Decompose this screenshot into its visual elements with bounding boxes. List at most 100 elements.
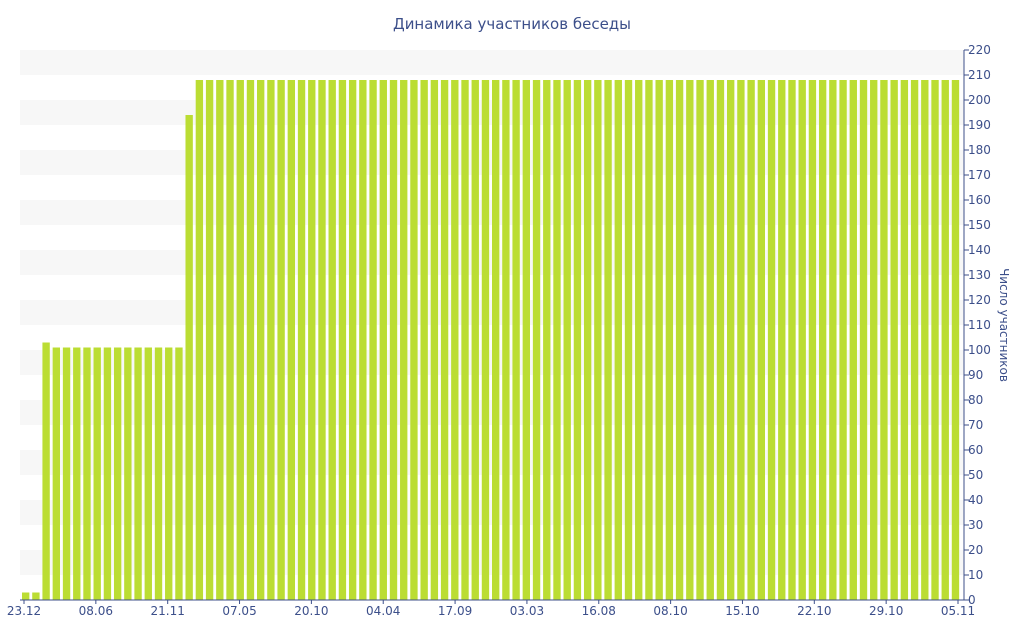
x-tick-label: 20.10 bbox=[294, 604, 328, 618]
bar bbox=[624, 80, 633, 600]
x-tick-label: 22.10 bbox=[797, 604, 831, 618]
bar bbox=[62, 347, 71, 600]
x-tick-label: 15.10 bbox=[725, 604, 759, 618]
y-tick-label: 10 bbox=[968, 568, 983, 582]
bar bbox=[410, 80, 418, 600]
bar bbox=[594, 80, 602, 600]
bar bbox=[492, 80, 500, 600]
bar bbox=[348, 80, 357, 600]
y-tick-label: 220 bbox=[968, 43, 991, 57]
bar bbox=[308, 80, 316, 600]
bar bbox=[767, 80, 776, 600]
bar bbox=[338, 80, 347, 600]
bar bbox=[614, 80, 622, 600]
bar bbox=[287, 80, 296, 600]
bar bbox=[747, 80, 755, 600]
bar bbox=[22, 592, 30, 600]
x-tick-label: 23.12 bbox=[7, 604, 41, 618]
bar bbox=[185, 115, 193, 600]
x-tick-label: 29.10 bbox=[869, 604, 903, 618]
x-tick-label: 16.08 bbox=[582, 604, 616, 618]
bar bbox=[502, 80, 510, 600]
bar bbox=[727, 80, 735, 600]
bar bbox=[583, 80, 592, 600]
bar bbox=[400, 80, 408, 600]
y-tick-label: 200 bbox=[968, 93, 991, 107]
bar bbox=[900, 80, 909, 600]
bar bbox=[532, 80, 541, 600]
bar bbox=[941, 80, 949, 600]
y-tick-label: 60 bbox=[968, 443, 983, 457]
bar bbox=[798, 80, 806, 600]
bar bbox=[205, 80, 214, 600]
y-tick-label: 30 bbox=[968, 518, 983, 532]
bar bbox=[165, 347, 173, 600]
bar bbox=[543, 80, 551, 600]
x-tick-label: 04.04 bbox=[366, 604, 400, 618]
bar bbox=[83, 347, 91, 600]
bar bbox=[849, 80, 857, 600]
bar bbox=[73, 347, 81, 600]
y-axis-label: Число участников bbox=[997, 268, 1011, 382]
bar bbox=[870, 80, 878, 600]
bar bbox=[635, 80, 643, 600]
bar bbox=[236, 80, 244, 600]
y-tick-label: 120 bbox=[968, 293, 991, 307]
bar bbox=[226, 80, 234, 600]
bar bbox=[124, 347, 132, 600]
bar bbox=[890, 80, 898, 600]
bar bbox=[389, 80, 398, 600]
bar bbox=[706, 80, 714, 600]
bar bbox=[921, 80, 929, 600]
bar bbox=[471, 80, 479, 600]
bar bbox=[788, 80, 796, 600]
bar bbox=[604, 80, 612, 600]
chart-title: Динамика участников беседы bbox=[393, 15, 631, 33]
bar bbox=[318, 80, 326, 600]
bar bbox=[440, 80, 449, 600]
bar bbox=[134, 347, 142, 600]
bar bbox=[113, 347, 122, 600]
bar bbox=[778, 80, 786, 600]
y-tick-label: 80 bbox=[968, 393, 983, 407]
y-tick-label: 180 bbox=[968, 143, 991, 157]
bar bbox=[175, 347, 183, 600]
x-tick-label: 08.06 bbox=[79, 604, 113, 618]
bar bbox=[32, 592, 40, 600]
bar bbox=[573, 80, 582, 600]
bar bbox=[696, 80, 704, 600]
bar bbox=[481, 80, 490, 600]
y-tick-label: 110 bbox=[968, 318, 991, 332]
y-tick-label: 190 bbox=[968, 118, 991, 132]
bar bbox=[553, 80, 561, 600]
bar bbox=[42, 342, 50, 600]
bar bbox=[839, 80, 847, 600]
bar bbox=[737, 80, 745, 600]
y-tick-label: 50 bbox=[968, 468, 983, 482]
x-tick-label: 08.10 bbox=[653, 604, 687, 618]
bar bbox=[246, 80, 255, 600]
bar bbox=[267, 80, 275, 600]
y-tick-label: 100 bbox=[968, 343, 991, 357]
y-tick-label: 40 bbox=[968, 493, 983, 507]
bar bbox=[277, 80, 285, 600]
y-tick-label: 0 bbox=[968, 593, 976, 607]
bar bbox=[818, 80, 827, 600]
y-tick-label: 20 bbox=[968, 543, 983, 557]
x-tick-label: 17.09 bbox=[438, 604, 472, 618]
x-tick-label: 03.03 bbox=[510, 604, 544, 618]
bar bbox=[154, 347, 163, 600]
y-tick-label: 160 bbox=[968, 193, 991, 207]
bar bbox=[910, 80, 919, 600]
bar bbox=[144, 347, 152, 600]
bar bbox=[369, 80, 377, 600]
y-axis: 0 10 20 30 40 50 60 70 80 90 100 110 120 130 140 150 160… bbox=[963, 43, 991, 607]
bar bbox=[359, 80, 367, 600]
bar-series bbox=[22, 80, 960, 600]
bar bbox=[195, 80, 204, 600]
bar bbox=[665, 80, 674, 600]
y-tick-label: 130 bbox=[968, 268, 991, 282]
x-tick-label: 21.11 bbox=[151, 604, 185, 618]
bar bbox=[808, 80, 817, 600]
